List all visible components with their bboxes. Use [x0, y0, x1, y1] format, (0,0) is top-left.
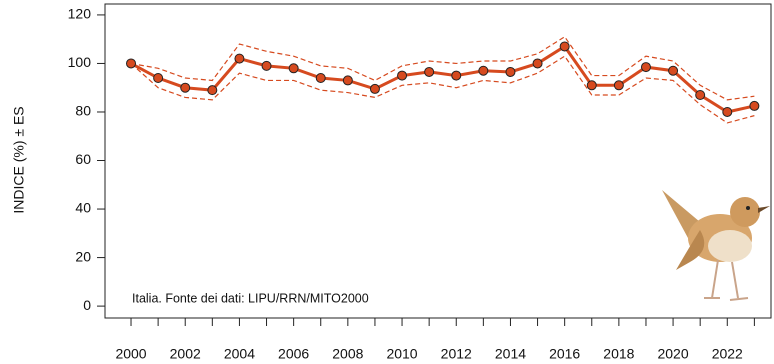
- point: [640, 62, 651, 73]
- x-tick-label: 2006: [278, 346, 309, 362]
- point: [451, 70, 462, 81]
- point: [342, 75, 353, 86]
- x-tick-label: 2020: [657, 346, 688, 362]
- x-tick-label: 2010: [386, 346, 417, 362]
- index-line: [130, 44, 755, 114]
- point: [234, 53, 245, 64]
- point: [668, 65, 679, 76]
- y-tick-label: 0: [83, 297, 91, 313]
- point: [586, 80, 597, 91]
- x-tick-label: 2008: [332, 346, 363, 362]
- x-tick-label: 2012: [441, 346, 472, 362]
- point: [315, 73, 326, 84]
- point: [261, 60, 272, 71]
- point: [559, 41, 570, 52]
- x-tick-label: 2018: [603, 346, 634, 362]
- point: [397, 70, 408, 81]
- x-tick-label: 2002: [170, 346, 201, 362]
- bird-illustration: [662, 190, 770, 301]
- point: [695, 89, 706, 100]
- x-tick-label: 2000: [115, 346, 146, 362]
- y-tick-label: 120: [68, 6, 92, 22]
- x-tick-label: 2004: [224, 346, 255, 362]
- point: [505, 66, 516, 77]
- y-tick-label: 60: [75, 151, 91, 167]
- point: [613, 80, 624, 91]
- x-tick-label: 2014: [495, 346, 526, 362]
- error-line: [130, 55, 755, 124]
- error-line: [130, 35, 755, 101]
- point: [207, 85, 218, 96]
- y-axis-label: INDICE (%) ± ES: [11, 106, 27, 213]
- point: [424, 66, 435, 77]
- point: [722, 106, 733, 117]
- point: [369, 83, 380, 94]
- point: [749, 100, 760, 111]
- y-tick-label: 40: [75, 200, 91, 216]
- point: [288, 63, 299, 74]
- plot-frame: [104, 3, 772, 319]
- annotation: Italia. Fonte dei dati: LIPU/RRN/MITO200…: [132, 291, 369, 305]
- point: [478, 65, 489, 76]
- x-tick-label: 2022: [712, 346, 743, 362]
- point: [532, 58, 543, 69]
- y-tick-label: 80: [75, 103, 91, 119]
- y-tick-label: 100: [68, 54, 92, 70]
- y-tick-label: 20: [75, 248, 91, 264]
- point: [180, 82, 191, 93]
- x-tick-label: 2016: [549, 346, 580, 362]
- point: [126, 58, 137, 69]
- point: [153, 73, 164, 84]
